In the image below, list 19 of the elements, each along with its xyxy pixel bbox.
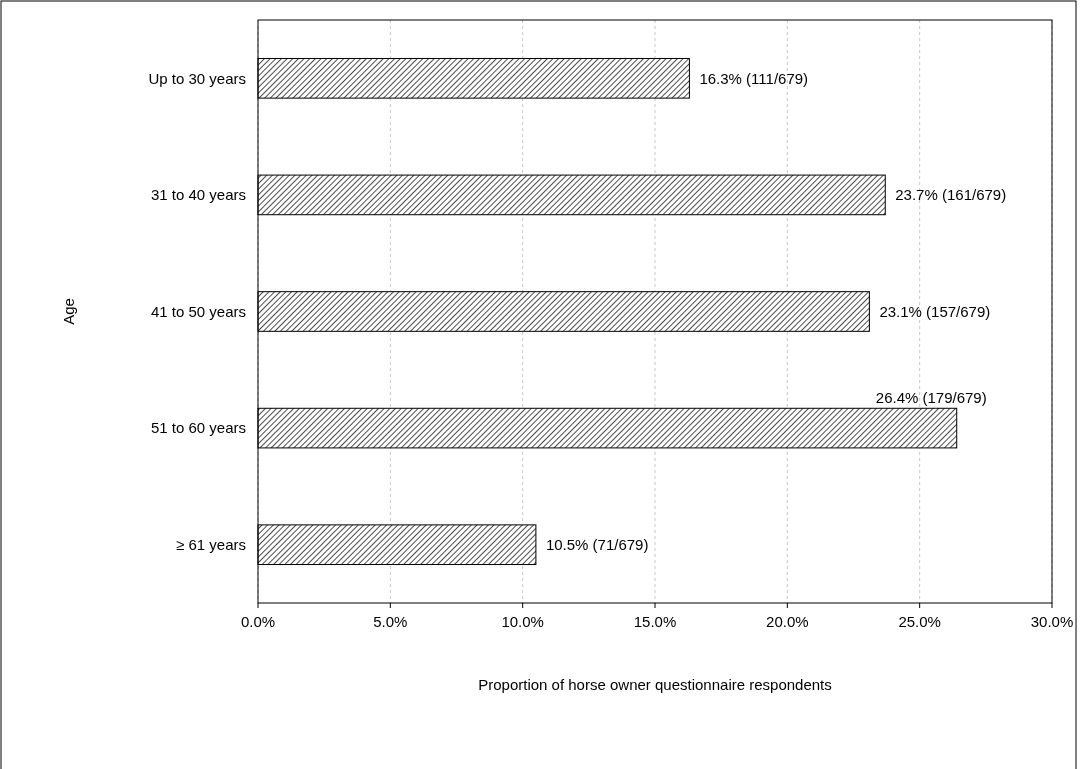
y-tick-label: 41 to 50 years (150, 302, 246, 320)
x-tick-label: 15.0% (633, 613, 677, 630)
x-tick-label: 10.0% (501, 613, 544, 630)
x-tick-label: 20.0% (766, 613, 809, 630)
data-label: 26.4% (179/679) (875, 389, 987, 407)
x-tick-label: 30.0% (1030, 613, 1074, 630)
y-axis-title: Age (60, 298, 77, 325)
data-label: 23.7% (161/679) (895, 186, 1007, 204)
data-label: 10.5% (71/679) (545, 535, 649, 553)
data-label: 23.1% (157/679) (879, 302, 991, 320)
x-axis-title: Proportion of horse owner questionnaire respondents (478, 676, 832, 693)
x-tick-label: 25.0% (898, 613, 941, 630)
y-tick-label: Up to 30 years (148, 69, 246, 87)
x-tick-label: 0.0% (240, 613, 276, 630)
x-tick-label: 5.0% (373, 613, 408, 630)
y-tick-label: ≥ 61 years (176, 535, 246, 553)
y-tick-label: 31 to 40 years (150, 186, 246, 204)
data-label: 16.3% (111/679) (699, 69, 809, 87)
y-tick-label: 51 to 60 years (150, 419, 246, 437)
